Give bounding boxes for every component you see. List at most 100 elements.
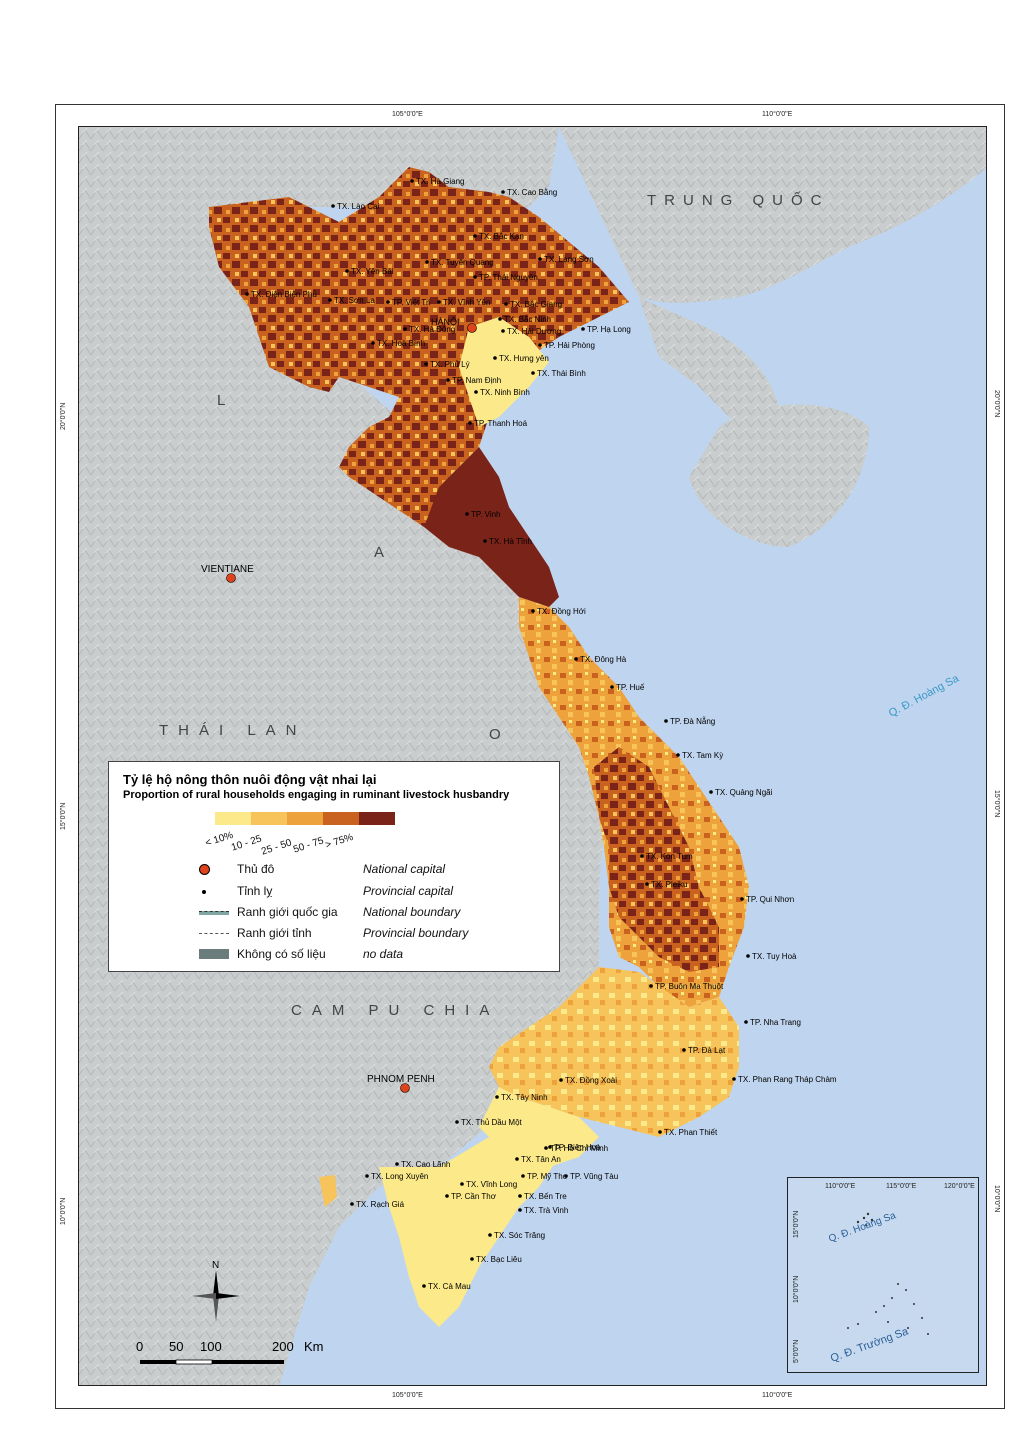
city-label: TX. Yên Bái — [351, 267, 394, 276]
legend-item-en: National boundary — [363, 905, 461, 919]
city-dot — [483, 539, 487, 543]
bottom-tick-105: 105°0'0"E — [392, 1392, 423, 1399]
provincial-boundary-icon — [199, 933, 229, 934]
legend-row-capital: Thủ đô National capital — [123, 862, 553, 880]
city-label: TX. Tây Ninh — [501, 1093, 548, 1102]
city-label: TX. Lào Cai — [337, 202, 379, 211]
city-dot — [610, 685, 614, 689]
city-label: TX. Tuyên Quang — [431, 258, 494, 267]
city-label: TP. Đà Lạt — [688, 1046, 726, 1055]
inset-tick-5n: 5°0'0"N — [792, 1340, 800, 1363]
city-label: TP. Huế — [616, 683, 645, 692]
right-tick-20: 20°0'0"N — [993, 390, 1000, 418]
top-tick-105: 105°0'0"E — [392, 111, 423, 118]
city-dot — [581, 327, 585, 331]
city-dot — [504, 302, 508, 306]
vietnam-central-north — [424, 447, 559, 607]
city-label: TX. Thủ Dầu Một — [461, 1118, 523, 1127]
inset-tick-115: 115°0'0"E — [886, 1182, 917, 1190]
city-dot — [386, 300, 390, 304]
city-label: TP. Vũng Tàu — [570, 1172, 618, 1181]
scale-bar: 0 50 100 200 Km — [132, 1338, 342, 1368]
city-label: TP. Hạ Long — [587, 325, 631, 334]
legend-class-1: < 10% — [204, 829, 235, 850]
city-label: TX. Hà Giang — [416, 177, 464, 186]
city-label: TX. Sơn La — [334, 296, 375, 305]
islands-inset: 110°0'0"E 115°0'0"E 120°0'0"E 15°0'0"N 1… — [787, 1177, 979, 1373]
city-dot — [564, 1174, 568, 1178]
legend-title-en: Proportion of rural households engaging … — [123, 789, 510, 801]
mainland-west — [79, 127, 609, 1385]
city-label: TX. Cao Lãnh — [401, 1160, 450, 1169]
paracel-islands — [856, 1212, 874, 1226]
spratly-islands — [847, 1283, 929, 1335]
nodata-swatch-icon — [199, 949, 229, 959]
city-dot — [328, 298, 332, 302]
city-label: TX. Rạch Giá — [356, 1200, 405, 1209]
legend-item-vn: Ranh giới tỉnh — [237, 926, 312, 940]
city-label: TX. Đồng Xoài — [565, 1076, 617, 1085]
label-laos-o: O — [489, 726, 501, 743]
city-dot — [709, 790, 713, 794]
city-dot — [474, 390, 478, 394]
mekong-delta — [379, 1127, 559, 1327]
hanoi-marker — [467, 323, 477, 333]
city-label: TX. Lạng Sơn — [544, 255, 594, 264]
city-dot — [649, 984, 653, 988]
legend-item-en: no data — [363, 947, 404, 961]
central-highlands — [594, 747, 719, 972]
city-label: TP. Đà Nẵng — [670, 717, 715, 726]
city-dot — [498, 317, 502, 321]
left-tick-20: 20°0'0"N — [60, 402, 67, 430]
legend-class-4: 50 - 75 — [292, 835, 326, 856]
legend-item-en: Provincial capital — [363, 884, 454, 898]
legend-swatch-4 — [323, 812, 359, 825]
city-dot — [515, 1157, 519, 1161]
city-label: TX. Đông Hà — [580, 655, 627, 664]
city-dot — [544, 1146, 548, 1150]
legend-item-vn: Tỉnh lỵ — [237, 884, 273, 898]
city-label: TP. Nam Định — [452, 376, 501, 385]
city-label: TX. Hà Đông — [409, 325, 455, 334]
city-dot — [446, 378, 450, 382]
city-dot — [521, 1174, 525, 1178]
legend-class-3: 25 - 50 — [260, 837, 294, 858]
city-label: TP. Mỹ Tho — [527, 1172, 568, 1181]
city-dot — [245, 292, 249, 296]
legend-swatch-1 — [215, 812, 251, 825]
city-label: TP. Vinh — [471, 510, 501, 519]
left-tick-10: 10°0'0"N — [60, 1197, 67, 1225]
city-label: TP. Biên Hoà — [554, 1143, 601, 1152]
city-label: TX. Bắc Giang — [510, 300, 562, 309]
southeast-region — [479, 1087, 599, 1167]
city-dot — [403, 327, 407, 331]
city-dot — [371, 341, 375, 345]
label-hanoi: HÀNỘI — [431, 317, 460, 327]
label-cambodia: CAM PU CHIA — [291, 1002, 499, 1019]
city-dot — [518, 1194, 522, 1198]
label-china: TRUNG QUỐC — [647, 191, 830, 209]
city-label: TX. Tam Kỳ — [682, 751, 723, 760]
city-dot — [548, 1145, 552, 1149]
city-label: TX. Bắc Ninh — [504, 315, 551, 324]
map-frame — [55, 104, 1005, 1409]
legend-item-en: National capital — [363, 862, 446, 876]
provincial-capitals: TX. Hà Giang TX. Cao Bằng TX. Lào Cai TX. B… — [245, 177, 837, 1291]
city-label: TP. Buôn Ma Thuột — [655, 982, 724, 991]
legend-class-2: 10 - 25 — [230, 833, 264, 854]
city-label: TX. Vĩnh Long — [466, 1180, 517, 1189]
scale-label-100: 100 — [200, 1339, 222, 1354]
city-dot — [538, 343, 542, 347]
city-dot — [468, 421, 472, 425]
city-label: TX. Tân An — [521, 1155, 561, 1164]
red-river-delta — [459, 317, 549, 427]
label-laos-a: A — [374, 544, 384, 561]
city-label: TX. Ninh Bình — [480, 388, 530, 397]
inset-tick-15n: 15°0'0"N — [792, 1211, 800, 1238]
legend-item-en: Provincial boundary — [363, 926, 469, 940]
city-label: TX. Sóc Trăng — [494, 1231, 545, 1240]
capital-symbol-icon — [199, 864, 210, 875]
vietnam-north — [209, 167, 629, 527]
city-dot — [445, 1194, 449, 1198]
city-dot — [746, 954, 750, 958]
